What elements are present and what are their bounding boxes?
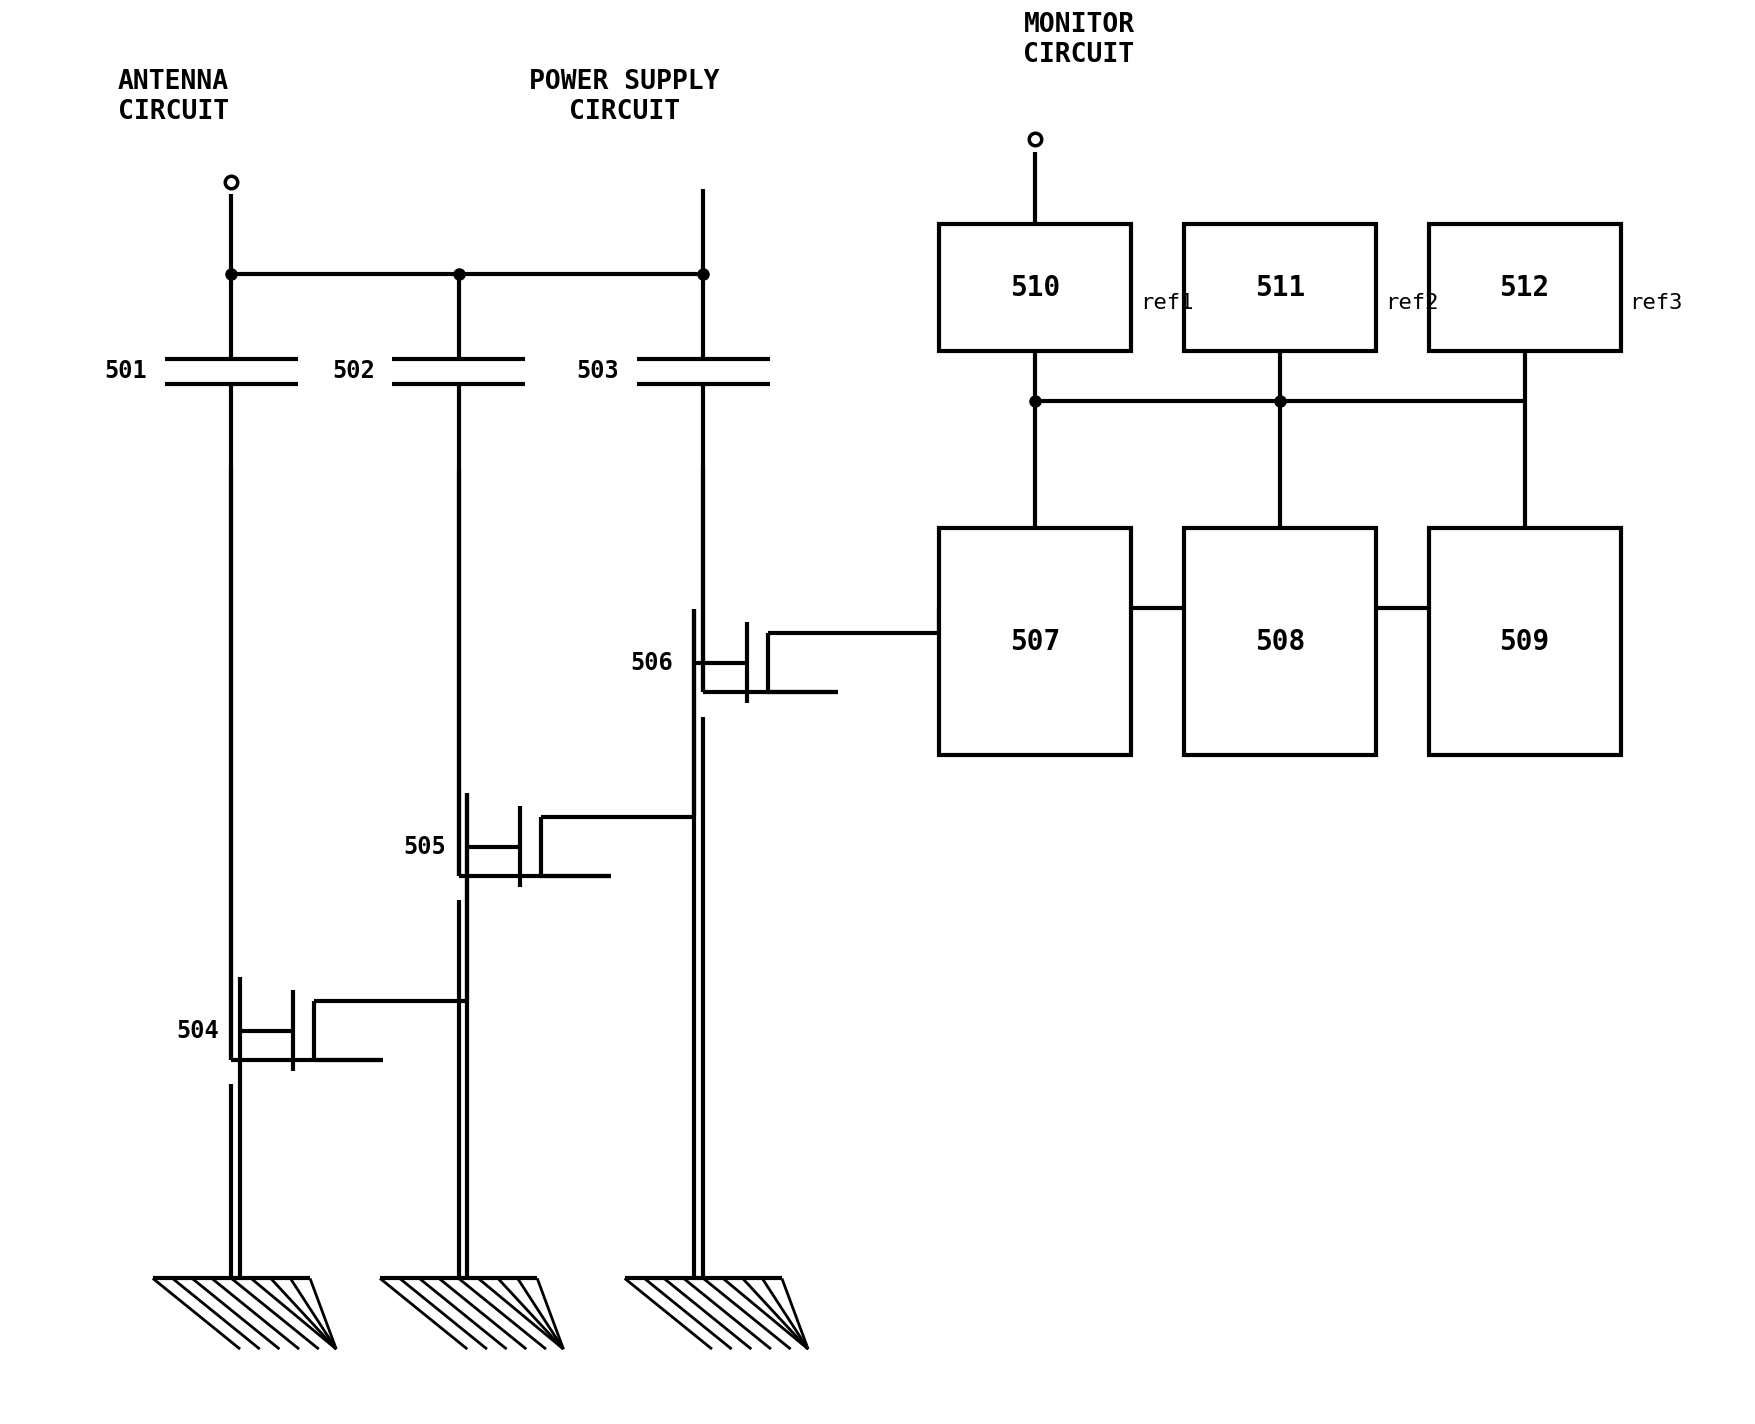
Text: ANTENNA
CIRCUIT: ANTENNA CIRCUIT xyxy=(118,68,228,125)
Bar xyxy=(939,224,1130,352)
Text: 502: 502 xyxy=(332,359,374,383)
Text: ref2: ref2 xyxy=(1385,293,1437,313)
Text: 512: 512 xyxy=(1499,273,1550,302)
Text: 509: 509 xyxy=(1499,628,1550,655)
Text: MONITOR
CIRCUIT: MONITOR CIRCUIT xyxy=(1023,13,1134,68)
Bar xyxy=(939,528,1130,755)
Text: 510: 510 xyxy=(1009,273,1060,302)
Text: 503: 503 xyxy=(576,359,620,383)
Bar xyxy=(1183,528,1376,755)
Text: 508: 508 xyxy=(1255,628,1304,655)
Text: 506: 506 xyxy=(630,651,674,675)
Text: 505: 505 xyxy=(404,834,446,859)
Text: 501: 501 xyxy=(105,359,147,383)
Bar xyxy=(1183,224,1376,352)
Text: 507: 507 xyxy=(1009,628,1060,655)
Text: 504: 504 xyxy=(176,1018,219,1042)
Bar xyxy=(1429,224,1620,352)
Bar xyxy=(1429,528,1620,755)
Text: ref1: ref1 xyxy=(1139,293,1193,313)
Text: 511: 511 xyxy=(1255,273,1304,302)
Text: ref3: ref3 xyxy=(1629,293,1681,313)
Text: POWER SUPPLY
CIRCUIT: POWER SUPPLY CIRCUIT xyxy=(528,68,720,125)
